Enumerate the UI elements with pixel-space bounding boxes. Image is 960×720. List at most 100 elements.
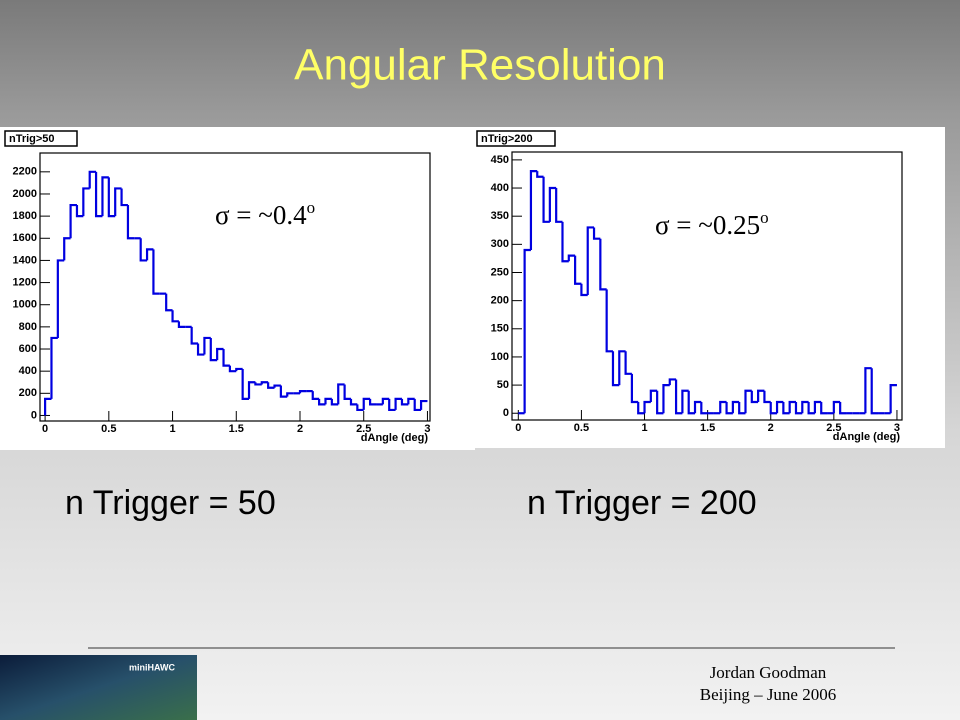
histogram-bin [542,176,550,223]
y-tick-label: 200 [19,387,37,399]
y-tick-label: 2000 [13,188,37,200]
histogram-bin [624,351,632,375]
histogram-bin [555,188,563,223]
histogram-bin [235,367,243,372]
histogram-bin [813,400,822,414]
histogram-bin [662,383,670,414]
plot-frame [39,152,431,422]
histogram-bin [126,205,135,240]
histogram-bin [832,400,841,414]
x-tick-label: 1 [169,423,175,435]
histogram-bin [145,248,154,261]
histogram-bin [247,381,256,399]
histogram-bin [643,400,651,414]
histogram-bin [50,336,58,399]
y-tick-label: 0 [31,409,37,421]
histogram-bin [567,254,576,262]
y-tick-label: 1200 [13,276,37,288]
histogram-bin [656,390,664,415]
histogram-bin [216,347,224,361]
histogram-bin [649,389,658,402]
histogram-bin [298,389,307,394]
histogram-bin [94,171,103,218]
y-tick-label: 600 [19,343,37,355]
histogram-bin [529,170,538,250]
histogram-bin [196,343,205,356]
histogram-bin [254,382,262,386]
histogram-bin [523,248,531,414]
histogram-bin [43,397,52,416]
x-tick-label: 0 [515,422,521,434]
y-tick-label: 1600 [13,232,37,244]
footer-event: Beijing – June 2006 [700,685,836,704]
histogram-bin [324,397,332,405]
histogram-bin [311,391,320,400]
histogram-bin [120,188,128,207]
y-tick-label: 1800 [13,210,37,222]
histogram-bin [69,203,77,239]
histogram-bin [63,237,71,261]
histogram-bin [190,326,199,345]
histogram-bin [400,398,409,406]
histogram-bin [731,400,740,414]
histogram-bin [700,401,708,415]
histogram-bin [337,383,345,405]
histogram-bin [381,397,390,405]
histogram-bin [267,382,275,389]
stat-box [476,130,556,147]
y-tick-label: 50 [497,379,509,391]
histogram-bin [368,398,377,406]
annotation-superscript: o [760,208,769,227]
histogram-bin [839,401,847,415]
x-tick-label: 0.5 [101,423,116,435]
histogram-bin [228,365,237,373]
annotation-text: σ = ~0.4 [215,200,307,230]
x-tick-label: 3 [424,423,430,435]
histogram-bin [592,227,601,240]
histogram-bin [674,379,683,415]
y-tick-label: 800 [19,321,37,333]
histogram-bin [279,385,288,398]
histogram-bin [114,187,122,217]
stat-label: nTrig>200 [481,133,533,145]
x-tick-label: 2.5 [356,423,371,435]
histogram-bin [349,398,358,406]
annotation: σ = ~0.25o [655,208,769,240]
histogram-bin [769,401,778,415]
histogram-bin [362,397,371,410]
logo-text: miniHAWC [129,662,175,672]
histogram-bin [165,293,173,312]
histogram-bin [222,349,230,367]
x-tick-label: 2.5 [826,422,841,434]
histogram-bin [889,383,897,414]
histogram-bin [203,336,211,355]
y-tick-label: 350 [491,210,509,222]
histogram-bin [152,249,160,295]
histogram-bin [586,226,595,296]
x-tick-label: 2 [768,422,774,434]
histogram-bin [574,255,582,285]
x-tick-label: 1.5 [700,422,715,434]
histogram-bin [413,398,422,412]
histogram-bin [107,177,116,218]
histogram-bin [580,283,588,297]
histogram-bin [599,238,607,291]
histogram-bin [757,389,765,402]
stat-box [4,130,78,147]
y-tick-label: 2200 [13,166,37,178]
x-tick-label: 1 [641,422,647,434]
histogram-bin [693,400,702,414]
annotation: σ = ~0.4o [215,198,315,230]
histogram-bin [318,398,326,406]
histogram-bin [611,351,620,387]
histogram-bin [273,384,281,388]
histogram-bin [388,398,396,412]
histogram-bin [536,171,544,178]
footer-author: Jordan Goodman [710,663,827,682]
histogram-bin [794,401,803,415]
x-tick-label: 0 [42,423,48,435]
x-axis-label: dAngle (deg) [833,431,901,443]
histogram-bin [548,186,557,222]
histogram-bin [618,350,626,386]
